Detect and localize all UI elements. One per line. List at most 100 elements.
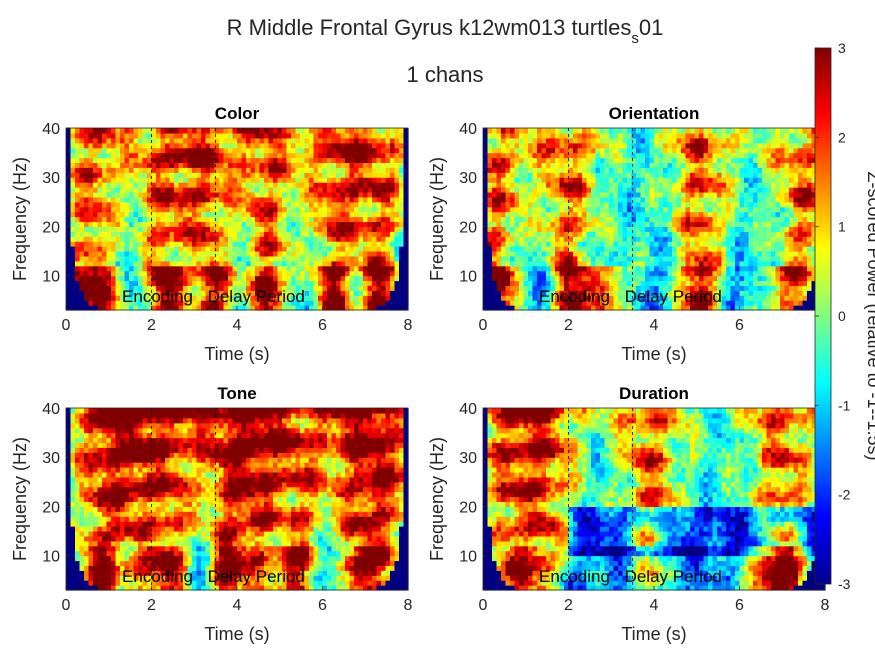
heatmap-cell <box>505 241 511 247</box>
heatmap-cell <box>595 305 601 311</box>
heatmap-cell <box>627 206 633 213</box>
heatmap-cell <box>519 132 525 139</box>
heatmap-cell <box>151 260 157 267</box>
heatmap-cell <box>717 211 723 218</box>
heatmap-cell <box>264 285 270 291</box>
heatmap-cell <box>192 295 198 301</box>
heatmap-cell <box>604 255 610 262</box>
heatmap-cell <box>345 290 351 296</box>
heatmap-cell <box>613 167 619 173</box>
heatmap-cell <box>228 147 234 154</box>
heatmap-cell <box>259 285 265 291</box>
heatmap-cell <box>586 201 592 208</box>
heatmap-cell <box>586 280 592 287</box>
heatmap-cell <box>640 206 646 213</box>
heatmap-cell <box>70 206 76 213</box>
heatmap-cell <box>156 182 162 188</box>
heatmap-cell <box>291 255 297 262</box>
heatmap-cell <box>349 295 355 301</box>
heatmap-cell <box>345 250 351 257</box>
heatmap-cell <box>156 142 162 149</box>
heatmap-cell <box>228 290 234 296</box>
heatmap-cell <box>577 142 583 149</box>
heatmap-cell <box>196 152 202 159</box>
heatmap-cell <box>586 300 592 306</box>
heatmap-cell <box>151 157 157 164</box>
heatmap-cell <box>582 128 588 134</box>
heatmap-cell <box>514 137 520 144</box>
heatmap-cell <box>399 241 405 247</box>
heatmap-cell <box>192 255 198 262</box>
heatmap-cell <box>291 128 297 134</box>
heatmap-cell <box>735 142 741 149</box>
heatmap-cell <box>676 191 682 198</box>
heatmap-cell <box>115 290 121 296</box>
heatmap-cell <box>241 162 247 168</box>
heatmap-cell <box>717 300 723 306</box>
heatmap-cell <box>354 290 360 296</box>
heatmap-cell <box>250 172 256 178</box>
heatmap-cell <box>367 196 373 203</box>
heatmap-cell <box>690 300 696 306</box>
heatmap-cell <box>151 152 157 159</box>
heatmap-cell <box>699 216 705 223</box>
heatmap-cell <box>268 182 274 188</box>
heatmap-cell <box>259 250 265 257</box>
heatmap-cell <box>367 216 373 223</box>
heatmap-cell <box>183 250 189 257</box>
heatmap-cell <box>331 132 337 139</box>
heatmap-cell <box>106 295 112 301</box>
heatmap-cell <box>210 152 216 159</box>
heatmap-cell <box>160 260 166 267</box>
heatmap-cell <box>546 250 552 257</box>
heatmap-cell <box>237 128 243 134</box>
heatmap-cell <box>336 231 342 237</box>
heatmap-cell <box>309 177 315 183</box>
heatmap-cell <box>282 295 288 301</box>
heatmap-cell <box>523 265 529 272</box>
heatmap-cell <box>591 172 597 178</box>
heatmap-cell <box>681 275 687 282</box>
heatmap-cell <box>595 260 601 267</box>
heatmap-cell <box>313 147 319 154</box>
heatmap-cell <box>277 162 283 168</box>
heatmap-cell <box>694 191 700 198</box>
heatmap-cell <box>636 157 642 164</box>
heatmap-cell <box>735 216 741 223</box>
heatmap-cell <box>645 128 651 134</box>
heatmap-cell <box>640 295 646 301</box>
heatmap-cell <box>604 132 610 139</box>
heatmap-cell <box>676 295 682 301</box>
heatmap-cell <box>192 260 198 267</box>
heatmap-cell <box>277 201 283 208</box>
heatmap-cell <box>111 280 117 287</box>
heatmap-cell <box>703 191 709 198</box>
heatmap-cell <box>703 255 709 262</box>
heatmap-cell <box>586 196 592 203</box>
heatmap-cell <box>259 206 265 213</box>
heatmap-cell <box>604 196 610 203</box>
heatmap-cell <box>97 142 103 149</box>
heatmap-cell <box>681 231 687 237</box>
heatmap-cell <box>394 250 400 257</box>
heatmap-cell <box>174 275 180 282</box>
heatmap-cell <box>70 290 76 296</box>
heatmap-cell <box>259 226 265 232</box>
heatmap-cell <box>340 157 346 164</box>
heatmap-cell <box>703 290 709 296</box>
heatmap-cell <box>201 152 207 159</box>
heatmap-cell <box>331 211 337 218</box>
heatmap-cell <box>721 246 727 252</box>
heatmap-cell <box>550 201 556 208</box>
heatmap-cell <box>304 300 310 306</box>
heatmap-cell <box>735 236 741 242</box>
heatmap-cell <box>201 260 207 267</box>
heatmap-cell <box>372 265 378 272</box>
heatmap-cell <box>739 250 745 257</box>
heatmap-cell <box>156 295 162 301</box>
heatmap-cell <box>327 290 333 296</box>
heatmap-cell <box>726 241 732 247</box>
heatmap-cell <box>133 152 139 159</box>
heatmap-cell <box>528 137 534 144</box>
heatmap-cell <box>399 226 405 232</box>
